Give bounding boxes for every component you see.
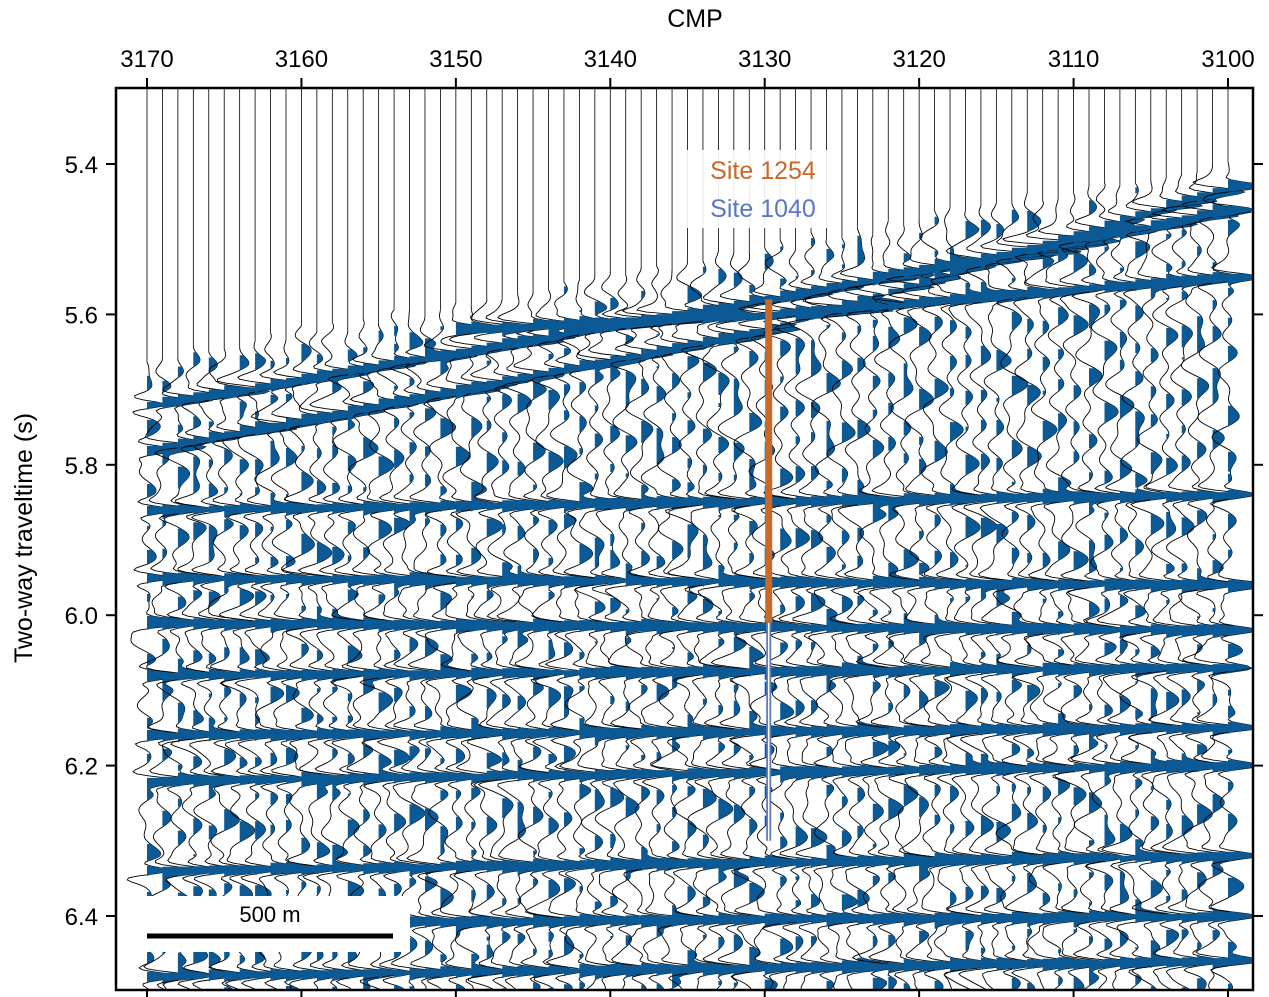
seismic-trace [170,88,232,990]
x-tick-label: 3170 [120,46,173,73]
x-tick-label: 3100 [1201,46,1254,73]
seismic-trace [477,88,546,990]
seismic-trace [389,88,458,990]
x-tick-label: 3120 [892,46,945,73]
x-axis-ticks: 3170 3160 3150 3140 3130 3120 3110 3100 [120,46,1255,997]
seismic-trace [375,88,434,990]
seismic-trace [327,88,387,990]
seismic-traces [126,88,1253,990]
y-tick-label: 5.4 [65,152,98,179]
x-tick-label: 3140 [584,46,637,73]
seismic-trace [270,88,330,990]
seismic-trace [650,88,741,990]
seismic-trace [587,88,671,990]
y-tick-label: 6.0 [65,603,98,630]
seismic-trace [216,88,278,990]
seismic-trace [448,88,515,990]
y-tick-label: 5.8 [65,453,98,480]
seismic-trace [357,88,420,990]
site-label-background [684,150,836,228]
scale-bar-label: 500 m [239,902,300,927]
x-tick-label: 3150 [429,46,482,73]
seismic-trace [281,88,350,990]
seismic-trace [544,88,605,990]
scale-bar-background [132,896,410,952]
seismic-trace [574,88,642,990]
x-tick-label: 3130 [738,46,791,73]
x-tick-label: 3160 [275,46,328,73]
plot-frame [114,86,1255,992]
seismic-trace [208,88,271,990]
seismic-trace [466,88,526,990]
x-tick-label: 3110 [1048,46,1100,73]
site-annotation: Site 1254 Site 1040 [684,150,836,841]
y-axis-title: Two-way traveltime (s) [10,413,38,663]
seismic-trace [513,88,579,990]
seismic-trace [851,88,921,990]
seismic-trace [558,88,625,990]
seismic-trace [605,88,690,990]
x-axis-title: CMP [667,5,723,33]
y-tick-label: 6.2 [65,754,98,781]
y-tick-label: 5.6 [65,302,98,329]
seismic-trace [496,88,565,990]
seismic-trace [885,88,950,990]
seismic-trace [837,88,907,990]
y-tick-label: 6.4 [65,904,98,931]
site-1040-label: Site 1040 [710,195,816,223]
y-axis-ticks: 5.4 5.6 5.8 6.0 6.2 6.4 [65,152,1263,931]
seismic-trace [234,88,298,990]
seismic-trace [154,88,218,990]
scale-bar: 500 m [132,896,410,952]
seismic-trace [1202,88,1253,990]
seismic-trace [823,88,911,990]
seismic-trace [524,88,588,990]
site-1254-label: Site 1254 [710,157,816,185]
seismic-trace [189,88,249,990]
seismic-trace [405,88,474,990]
seismic-trace [417,88,479,990]
seismic-trace [297,88,358,990]
